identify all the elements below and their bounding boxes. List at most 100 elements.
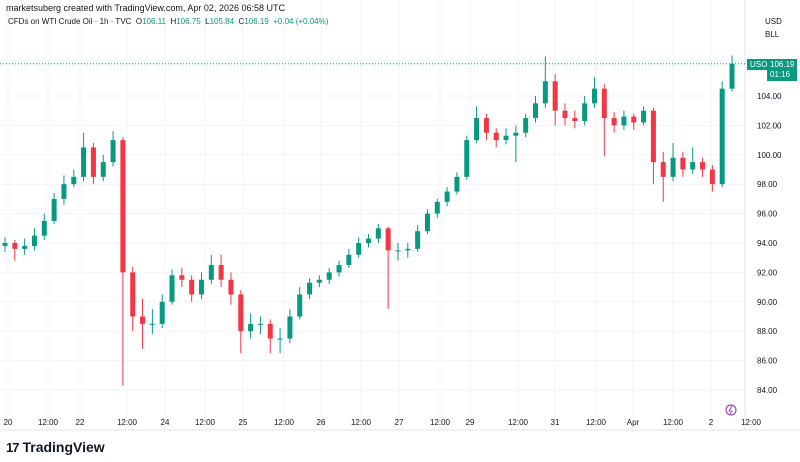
candle-body [90, 147, 96, 177]
candle-body [169, 275, 175, 302]
y-tick-label: 102.00 [757, 121, 782, 130]
candle-body [2, 243, 8, 246]
candle-body [464, 140, 470, 177]
candle-body [385, 228, 391, 251]
x-tick-label: 12:00 [274, 418, 295, 427]
candle-body [130, 272, 136, 317]
candle-body [415, 231, 421, 249]
last-price: 106.19 [770, 60, 795, 69]
symbol-legend: CFDs on WTI Crude Oil · 1h · TVC O106.11… [8, 17, 328, 26]
high-value: 106.75 [176, 17, 201, 26]
candle-body [650, 110, 656, 163]
candle-body [277, 338, 283, 340]
currency-label: USD [765, 17, 782, 26]
candle-body [493, 132, 499, 141]
x-tick-label: 12:00 [117, 418, 138, 427]
candle-body [316, 279, 322, 283]
x-tick-label: 12:00 [741, 418, 762, 427]
x-tick-label: 12:00 [430, 418, 451, 427]
candle-body [395, 250, 401, 252]
candle-body [700, 162, 706, 170]
symbol-tag: USOIL [747, 59, 778, 70]
candle-body [238, 294, 244, 332]
close-value: 106.19 [244, 17, 269, 26]
y-tick-label: 104.00 [757, 92, 782, 101]
candle-body [405, 248, 411, 251]
x-tick-label: 12:00 [663, 418, 684, 427]
candle-body [71, 176, 77, 185]
candle-body [444, 191, 450, 202]
candle-body [31, 235, 37, 246]
change-value: +0.04 (+0.04%) [273, 17, 329, 26]
y-tick-label: 100.00 [757, 151, 782, 160]
y-tick-label: 84.00 [757, 386, 778, 395]
candle-body [572, 118, 578, 121]
candle-body [189, 279, 195, 295]
candle-body [582, 103, 588, 121]
candle-body [149, 323, 155, 325]
candle-body [660, 162, 666, 177]
candle-body [709, 169, 715, 185]
candle-body [503, 135, 509, 141]
candle-body [228, 279, 234, 295]
x-tick-label: 2 [709, 418, 714, 427]
x-tick-label: 31 [551, 418, 560, 427]
attribution: marketsuberg created with TradingView.co… [6, 3, 285, 13]
candle-body [454, 176, 460, 192]
bar-countdown: 01:16 [770, 70, 791, 79]
currency-units[interactable]: USD BLL [765, 15, 782, 41]
candle-body [601, 88, 607, 119]
candle-body [326, 272, 332, 280]
last-price-tag: 106.19 01:16 [767, 59, 798, 81]
candle-body [591, 88, 597, 104]
brand-name: TradingView [22, 439, 105, 455]
candle-body [100, 162, 106, 177]
candle-body [208, 265, 214, 280]
candle-body [41, 220, 47, 236]
candle-body [513, 132, 519, 136]
open-value: 106.11 [142, 17, 166, 26]
close-label: C [238, 17, 245, 26]
candle-body [690, 162, 696, 170]
candle-body [611, 118, 617, 126]
candle-body [159, 301, 165, 324]
candle-body [297, 294, 303, 317]
x-tick-label: 12:00 [586, 418, 607, 427]
open-label: O [135, 17, 143, 26]
candle-body [120, 140, 126, 273]
candle-body [287, 316, 293, 339]
candle-body [12, 243, 18, 249]
y-tick-label: 94.00 [757, 239, 778, 248]
y-tick-label: 96.00 [757, 210, 778, 219]
x-tick-label: 27 [395, 418, 404, 427]
candle-body [542, 81, 548, 104]
candle-body [729, 63, 735, 89]
candle-body [257, 323, 263, 325]
low-value: 105.84 [209, 17, 235, 26]
x-tick-label: 20 [4, 418, 13, 427]
candle-body [631, 116, 637, 123]
x-tick-label: 12:00 [195, 418, 216, 427]
x-tick-label: 12:00 [351, 418, 372, 427]
candle-body [81, 147, 87, 177]
y-tick-label: 86.00 [757, 357, 778, 366]
low-label: L [205, 17, 210, 26]
candle-body [61, 184, 67, 199]
x-tick-label: 26 [317, 418, 326, 427]
x-tick-label: 25 [239, 418, 248, 427]
candle-body [424, 213, 430, 232]
high-label: H [170, 17, 177, 26]
candle-body [140, 316, 146, 324]
candle-body [366, 238, 371, 243]
candle-body [375, 228, 381, 239]
candle-body [179, 275, 185, 280]
tradingview-logo[interactable]: 17 TradingView [6, 439, 105, 455]
candle-body [552, 81, 558, 111]
event-marker-icon[interactable] [725, 404, 737, 416]
x-tick-label: 12:00 [508, 418, 529, 427]
candle-body [110, 140, 116, 163]
candle-body [336, 265, 342, 273]
candle-body [474, 118, 480, 141]
x-tick-label: 24 [161, 418, 170, 427]
